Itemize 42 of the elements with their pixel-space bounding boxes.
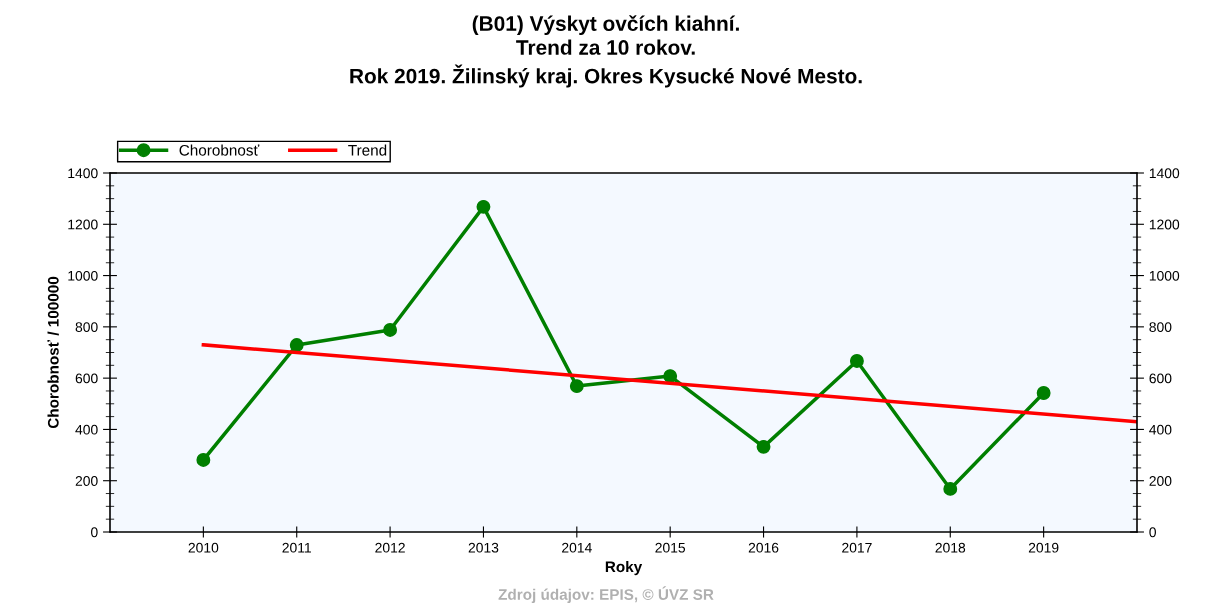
x-tick-label: 2017 <box>842 542 872 553</box>
x-axis-title: Roky <box>605 560 643 576</box>
point <box>196 452 211 467</box>
point <box>756 439 771 454</box>
point <box>1036 386 1051 400</box>
x-tick-label: 2013 <box>468 542 499 553</box>
y2-tick-label: 1400 <box>1149 168 1180 179</box>
point <box>476 199 491 214</box>
y-tick-label: 1200 <box>68 219 98 230</box>
point <box>849 354 864 368</box>
y-tick-label: 1000 <box>68 270 98 281</box>
y2-tick-label: 1200 <box>1149 219 1180 230</box>
y-tick-label: 600 <box>75 373 98 384</box>
y2-tick-label: 400 <box>1149 424 1172 435</box>
y2-tick-label: 0 <box>1149 527 1156 538</box>
point <box>943 481 958 496</box>
x-tick-label: 2015 <box>655 542 686 553</box>
y-tick-label: 200 <box>75 476 98 486</box>
legend-label: Chorobnosť <box>179 144 260 156</box>
x-tick-label: 2018 <box>935 542 966 553</box>
y-tick-label: 1400 <box>68 168 98 179</box>
y-tick-label: 0 <box>91 527 98 538</box>
point <box>663 369 678 384</box>
text: Zdroj údajov: EPIS, © ÚVZ SR <box>498 586 714 603</box>
chart-title: (B01) Výskyt ovčích kiahní. Trend za 10 rokov. Rok 2019. Žilinský kraj. Okres Kysucké Nové Mesto. <box>350 15 862 88</box>
y2-tick-label: 800 <box>1149 322 1172 333</box>
x-tick-label: 2011 <box>282 542 311 553</box>
y-axis-title: Chorobnosť / 100000 <box>47 276 59 429</box>
y-tick-label: 800 <box>75 322 98 333</box>
x-tick-label: 2016 <box>748 542 779 553</box>
y2-tick-label: 1000 <box>1149 270 1180 281</box>
x-tick-label: 2019 <box>1028 542 1059 553</box>
x-tick-label: 2012 <box>375 542 405 553</box>
point <box>569 379 584 394</box>
point <box>383 322 398 337</box>
legend-label: Trend <box>348 144 387 156</box>
x-tick-label: 2010 <box>188 542 219 553</box>
point <box>289 338 304 353</box>
x-tick-label: 2014 <box>562 542 592 553</box>
y2-tick-label: 600 <box>1149 373 1172 384</box>
y-tick-label: 400 <box>75 424 98 435</box>
y2-tick-label: 200 <box>1149 476 1172 486</box>
